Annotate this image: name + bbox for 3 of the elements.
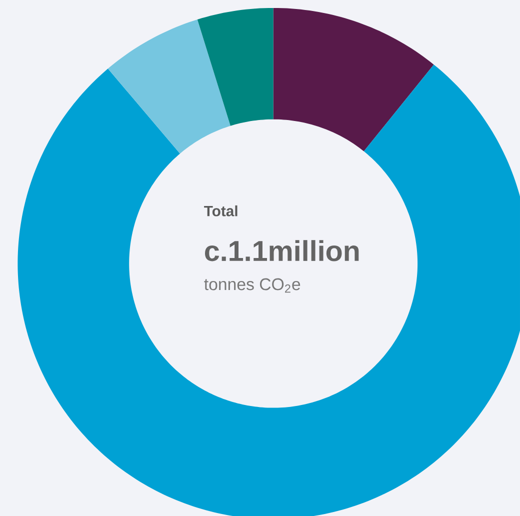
text: c.1.1million (205, 240, 359, 262)
text: tonnes CO$_{2}$e (204, 278, 300, 293)
text: Total (204, 205, 238, 216)
